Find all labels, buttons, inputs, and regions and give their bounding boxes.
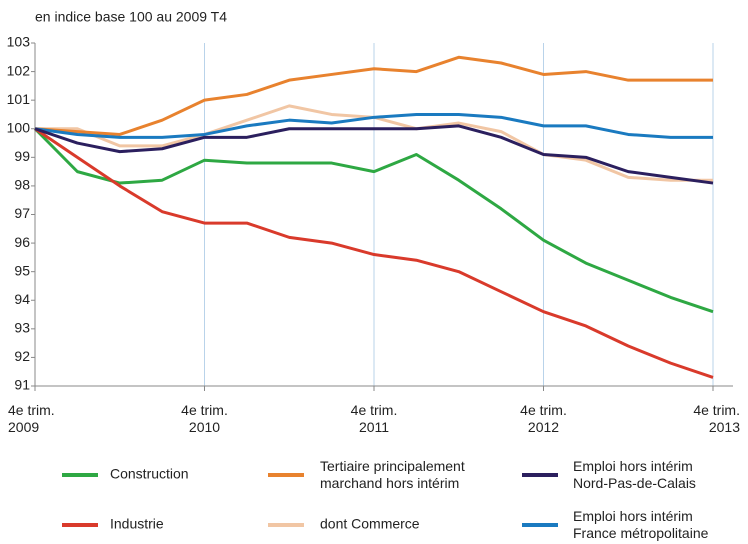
y-tick-label: 93: [14, 320, 30, 336]
y-tick-label: 92: [14, 348, 30, 364]
x-tick-label: 4e trim. 2009: [8, 402, 55, 435]
series-line: [33, 127, 714, 314]
y-tick-label: 95: [14, 262, 30, 278]
legend-label: Emploi hors intérim Nord-Pas-de-Calais: [573, 458, 696, 491]
legend-label: Tertiaire principalement marchand hors in…: [320, 458, 465, 491]
y-tick-label: 98: [14, 177, 30, 193]
legend-label: Industrie: [110, 516, 164, 532]
y-tick-label: 97: [14, 205, 30, 221]
series-line: [34, 127, 714, 379]
y-tick-label: 91: [14, 377, 30, 393]
y-tick-label: 101: [7, 91, 31, 107]
series-line: [34, 112, 713, 139]
x-tick-label: 4e trim. 2011: [351, 402, 398, 435]
legend-label: Emploi hors intérim France métropolitaine: [573, 508, 709, 541]
series-line: [34, 55, 713, 136]
x-tick-label: 4e trim. 2012: [520, 402, 567, 435]
chart-subtitle: en indice base 100 au 2009 T4: [35, 9, 227, 25]
legend-label: dont Commerce: [320, 516, 420, 532]
y-tick-label: 100: [7, 119, 31, 135]
y-tick-label: 99: [14, 148, 30, 164]
x-tick-label: 4e trim. 2010: [181, 402, 228, 435]
legend-label: Construction: [110, 466, 189, 482]
x-tick-label: 4e trim. 2013: [693, 402, 740, 435]
y-tick-label: 103: [7, 34, 31, 50]
y-tick-label: 96: [14, 234, 30, 250]
y-tick-label: 94: [14, 291, 30, 307]
y-tick-label: 102: [7, 62, 31, 78]
series-line: [34, 124, 714, 185]
